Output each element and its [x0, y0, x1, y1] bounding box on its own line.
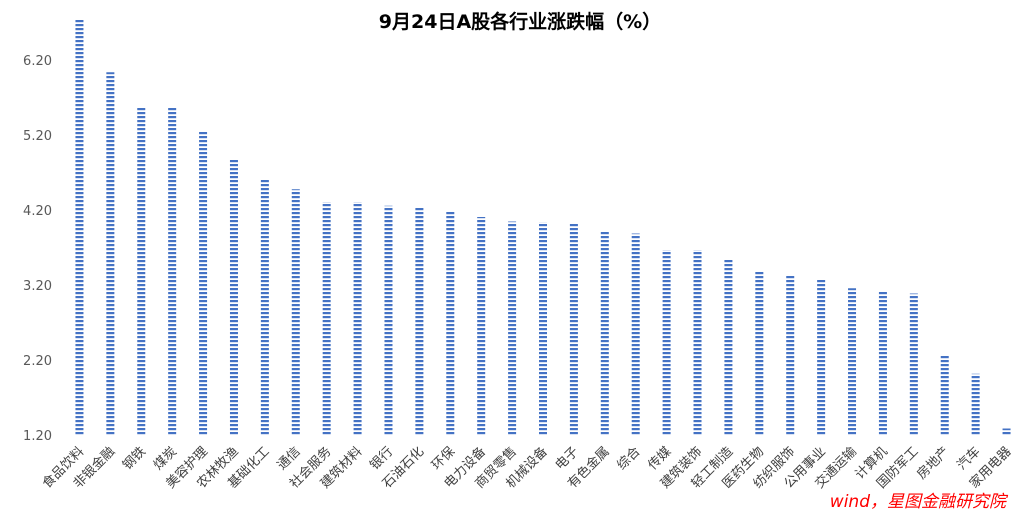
- bar: [662, 250, 671, 436]
- bar: [415, 206, 424, 436]
- y-tick-label: 3.20: [23, 279, 52, 294]
- x-tick-label: 综合: [615, 444, 644, 473]
- bar: [724, 259, 733, 436]
- y-tick-label: 6.20: [23, 54, 52, 69]
- bar: [260, 179, 269, 436]
- bar: [168, 106, 177, 436]
- bar: [693, 250, 702, 436]
- bar: [446, 211, 455, 436]
- x-tick-label: 房地产: [914, 444, 953, 483]
- bar: [137, 106, 146, 436]
- bar: [940, 355, 949, 436]
- y-tick-label: 5.20: [23, 129, 52, 144]
- bar: [106, 72, 115, 436]
- bar: [353, 202, 362, 436]
- bar: [786, 274, 795, 436]
- bar: [199, 130, 208, 436]
- chart-title: 9月24日A股各行业涨跌幅（%）: [379, 10, 661, 33]
- bar: [600, 230, 609, 436]
- bar: [909, 293, 918, 436]
- bar: [817, 278, 826, 436]
- bar: [477, 217, 486, 436]
- y-tick-label: 2.20: [23, 354, 52, 369]
- bar: [508, 221, 517, 436]
- bar: [755, 271, 764, 436]
- bar: [1002, 428, 1011, 436]
- bar: [229, 158, 238, 436]
- y-tick-label: 1.20: [23, 429, 52, 444]
- bar: [878, 292, 887, 436]
- bar: [291, 189, 300, 436]
- bar-series: [75, 19, 1011, 436]
- bar: [631, 233, 640, 436]
- source-watermark: wind，星图金融研究院: [830, 492, 1009, 512]
- y-tick-label: 4.20: [23, 204, 52, 219]
- bar: [322, 202, 331, 436]
- bar: [569, 223, 578, 436]
- bar: [848, 288, 857, 436]
- bar: [539, 222, 547, 436]
- bar: [384, 205, 393, 436]
- bar: [971, 373, 980, 436]
- bar: [75, 19, 84, 436]
- y-axis: 1.20 2.20 3.20 4.20 5.20 6.20: [23, 54, 52, 444]
- x-tick-label: 钢铁: [120, 444, 149, 473]
